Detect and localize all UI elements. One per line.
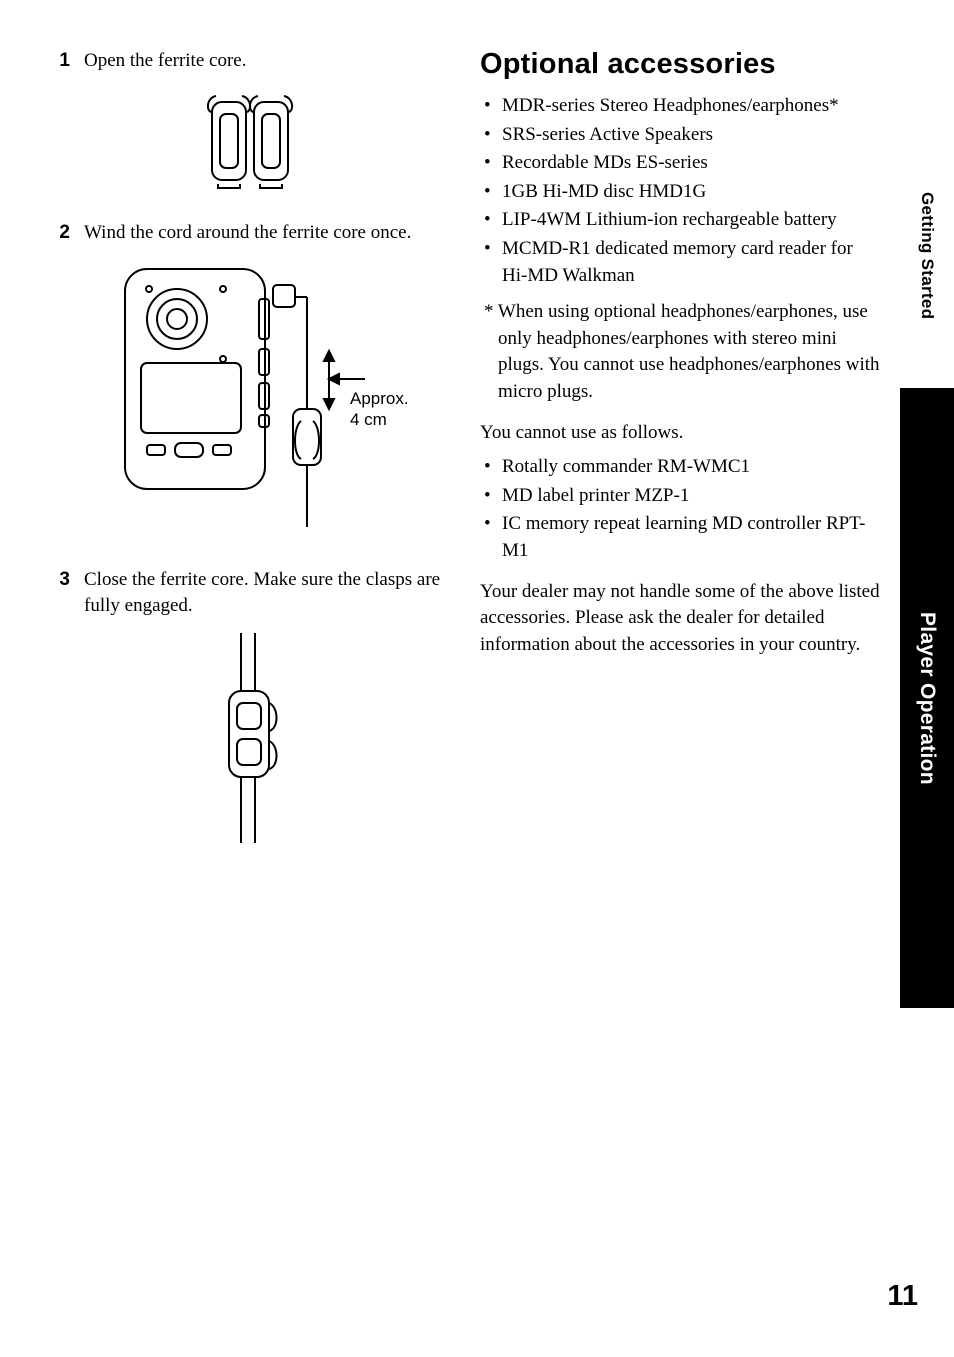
list-item: MD label printer MZP-1 — [484, 483, 880, 510]
tab-label-player-operation: Player Operation — [915, 612, 939, 785]
list-item: MCMD-R1 dedicated memory card reader for… — [484, 236, 880, 289]
section-title: Optional accessories — [480, 48, 880, 81]
step-2: 2 Wind the cord around the ferrite core … — [50, 220, 450, 246]
step-2-number: 2 — [50, 220, 84, 246]
tab-label-getting-started: Getting Started — [917, 192, 937, 319]
page-number: 11 — [887, 1280, 918, 1313]
list-item: MDR-series Stereo Headphones/earphones* — [484, 93, 880, 120]
left-column: 1 Open the ferrite core. — [50, 48, 450, 871]
list-item: IC memory repeat learning MD controller … — [484, 511, 880, 564]
cannot-use-heading: You cannot use as follows. — [480, 420, 880, 447]
approx-annotation: Approx. 4 cm — [350, 389, 409, 430]
ferrite-open-icon — [202, 88, 298, 192]
step-1-text: Open the ferrite core. — [84, 48, 246, 74]
step-1-number: 1 — [50, 48, 84, 74]
list-item: SRS-series Active Speakers — [484, 122, 880, 149]
columns: 1 Open the ferrite core. — [50, 48, 954, 871]
list-item: LIP-4WM Lithium-ion rechargeable battery — [484, 207, 880, 234]
annot-line2: 4 cm — [350, 410, 387, 429]
illustration-1 — [50, 88, 450, 192]
tab-getting-started[interactable]: Getting Started — [900, 158, 954, 353]
compatible-list: MDR-series Stereo Headphones/earphones* … — [480, 93, 880, 289]
list-item: 1GB Hi-MD disc HMD1G — [484, 179, 880, 206]
side-tabs: Getting Started Player Operation — [900, 0, 954, 1357]
ferrite-closed-icon — [205, 633, 295, 843]
footnote: * When using optional headphones/earphon… — [480, 299, 880, 405]
list-item: Recordable MDs ES-series — [484, 150, 880, 177]
step-2-text: Wind the cord around the ferrite core on… — [84, 220, 411, 246]
incompatible-list: Rotally commander RM-WMC1 MD label print… — [480, 454, 880, 564]
step-3: 3 Close the ferrite core. Make sure the … — [50, 567, 450, 618]
step-1: 1 Open the ferrite core. — [50, 48, 450, 74]
manual-page: 1 Open the ferrite core. — [0, 0, 954, 1357]
list-item: Rotally commander RM-WMC1 — [484, 454, 880, 481]
step-3-text: Close the ferrite core. Make sure the cl… — [84, 567, 450, 618]
tab-player-operation[interactable]: Player Operation — [900, 388, 954, 1008]
illustration-2: Approx. 4 cm — [50, 259, 450, 539]
annot-line1: Approx. — [350, 389, 409, 408]
illustration-3 — [50, 633, 450, 843]
right-column: Optional accessories MDR-series Stereo H… — [480, 48, 880, 871]
dealer-notice: Your dealer may not handle some of the a… — [480, 579, 880, 659]
step-3-number: 3 — [50, 567, 84, 618]
